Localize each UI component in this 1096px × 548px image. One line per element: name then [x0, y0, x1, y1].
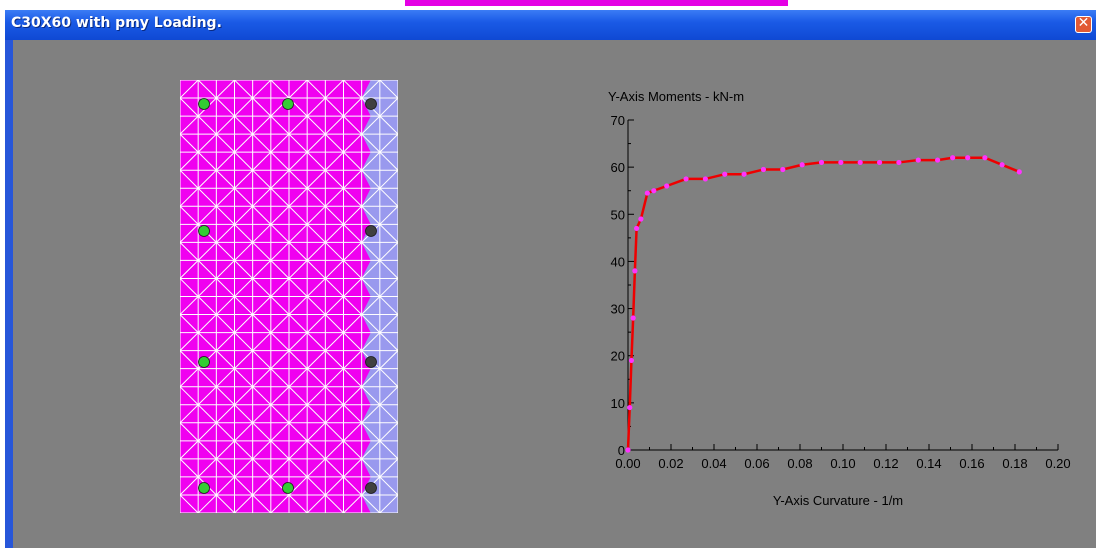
data-point [760, 166, 767, 173]
data-point [632, 268, 638, 274]
data-point [683, 176, 689, 182]
rebar-compression [365, 225, 377, 237]
close-icon: ✕ [1077, 15, 1090, 31]
rebar-compression [365, 356, 377, 368]
data-point [628, 357, 635, 364]
data-point [876, 159, 883, 166]
y-tick-label: 0 [618, 443, 625, 458]
data-point [982, 155, 988, 161]
window-title: C30X60 with pmy Loading. [11, 15, 222, 31]
window-content: Y-Axis Moments - kN-m Y-Axis Curvature -… [13, 40, 1096, 548]
y-tick-label: 50 [611, 207, 625, 222]
title-bar[interactable]: C30X60 with pmy Loading. ✕ [5, 10, 1096, 40]
y-tick-label: 10 [611, 396, 625, 411]
data-point [627, 404, 633, 411]
chart-title: Y-Axis Moments - kN-m [608, 89, 744, 104]
rebar-tension [282, 482, 294, 494]
x-tick-label: 0.06 [744, 456, 769, 471]
data-point [651, 188, 657, 194]
x-tick-label: 0.02 [658, 456, 683, 471]
rebar-tension [198, 482, 210, 494]
data-point [950, 155, 956, 161]
data-point [664, 183, 670, 189]
x-tick-label: 0.12 [873, 456, 898, 471]
x-tick-label: 0.14 [916, 456, 941, 471]
data-point [915, 157, 921, 163]
data-point [838, 159, 844, 166]
x-axis-label: Y-Axis Curvature - 1/m [773, 493, 903, 508]
rebar-tension [198, 225, 210, 237]
data-point [896, 159, 902, 166]
x-tick-label: 0.08 [787, 456, 812, 471]
rebar-compression [365, 482, 377, 494]
rebar-tension [198, 98, 210, 110]
rebar-tension [198, 356, 210, 368]
y-tick-label: 60 [611, 160, 625, 175]
data-point [935, 157, 941, 163]
x-tick-label: 0.20 [1045, 456, 1070, 471]
data-point [638, 216, 644, 222]
mesh-lines [180, 80, 398, 513]
data-point [780, 166, 786, 173]
x-tick-label: 0.16 [959, 456, 984, 471]
data-point [644, 190, 650, 196]
background-window-fragment [405, 0, 788, 6]
chart-axes: 0 10 20 30 40 50 60 70 0.00 0.02 0.04 0.06 0.08 0.10 0… [611, 113, 1071, 471]
close-button[interactable]: ✕ [1075, 15, 1092, 33]
background-strip [0, 0, 1096, 10]
section-mesh-view [180, 80, 398, 513]
y-tick-label: 20 [611, 349, 625, 364]
data-point [999, 162, 1005, 168]
data-point [630, 315, 636, 321]
data-point [625, 447, 631, 453]
data-point [634, 225, 640, 232]
data-point [1016, 169, 1022, 175]
x-tick-label: 0.04 [701, 456, 726, 471]
chart-series [625, 155, 1022, 453]
data-point [702, 176, 708, 182]
moment-curvature-line [626, 156, 1020, 451]
y-tick-label: 40 [611, 254, 625, 269]
data-point [965, 155, 971, 161]
data-point [722, 171, 728, 177]
x-tick-label: 0.18 [1002, 456, 1027, 471]
x-tick-label: 0.00 [615, 456, 640, 471]
rebar-tension [282, 98, 294, 110]
data-point [818, 159, 825, 166]
data-point [741, 171, 747, 177]
rebar-compression [365, 98, 377, 110]
x-tick-label: 0.10 [830, 456, 855, 471]
data-point [799, 162, 805, 168]
moment-curvature-chart: Y-Axis Moments - kN-m Y-Axis Curvature -… [608, 89, 1071, 508]
section-designer-window: C30X60 with pmy Loading. ✕ Y-Axis Moment… [5, 10, 1096, 548]
y-tick-label: 30 [611, 302, 625, 317]
y-tick-label: 70 [611, 113, 625, 128]
data-point [857, 159, 863, 166]
